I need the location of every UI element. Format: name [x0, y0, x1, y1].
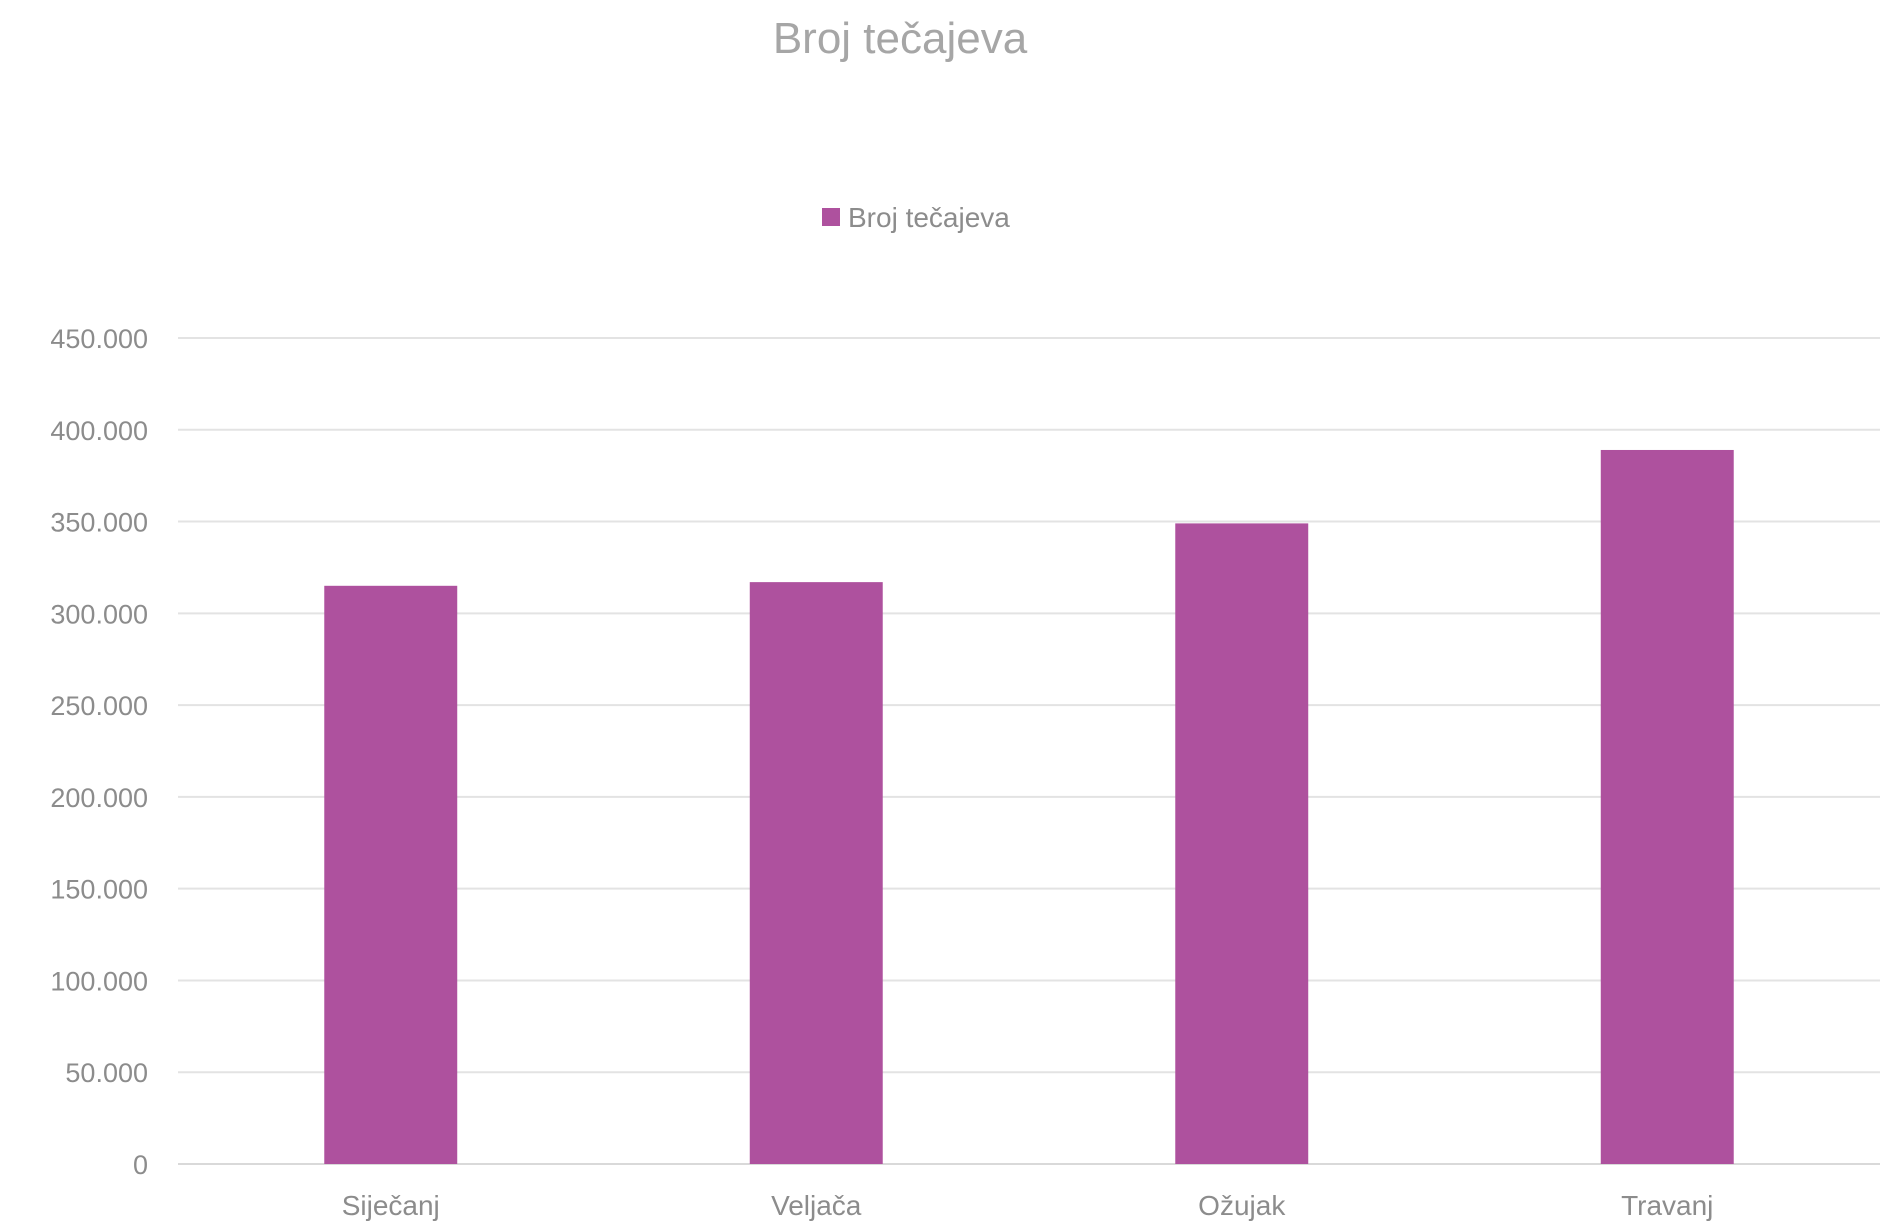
bar [324, 585, 458, 1164]
y-tick-label: 150.000 [50, 875, 148, 905]
bars [324, 449, 1734, 1165]
x-category-label: Ožujak [1198, 1190, 1286, 1221]
bar [1600, 449, 1734, 1165]
legend: Broj tečajeva [822, 202, 1010, 233]
y-tick-label: 450.000 [50, 324, 148, 354]
x-axis-category-labels: Siječanj Veljača Ožujak Travanj [342, 1190, 1714, 1221]
x-category-label: Siječanj [342, 1190, 440, 1221]
bar [749, 582, 883, 1164]
x-category-label: Veljača [771, 1190, 862, 1221]
y-tick-label: 50.000 [65, 1058, 148, 1088]
legend-label: Broj tečajeva [848, 202, 1010, 233]
x-category-label: Travanj [1621, 1190, 1713, 1221]
y-tick-label: 100.000 [50, 966, 148, 996]
y-tick-label: 250.000 [50, 691, 148, 721]
gridlines [178, 337, 1880, 1165]
bar [1175, 523, 1309, 1164]
y-axis-tick-labels: 0 50.000 100.000 150.000 200.000 250.000 300.0… [50, 324, 148, 1180]
y-tick-label: 300.000 [50, 599, 148, 629]
y-tick-label: 400.000 [50, 416, 148, 446]
y-tick-label: 350.000 [50, 508, 148, 538]
y-tick-label: 200.000 [50, 783, 148, 813]
chart-title: Broj tečajeva [773, 14, 1028, 63]
y-tick-label: 0 [133, 1150, 148, 1180]
legend-swatch [822, 208, 840, 226]
